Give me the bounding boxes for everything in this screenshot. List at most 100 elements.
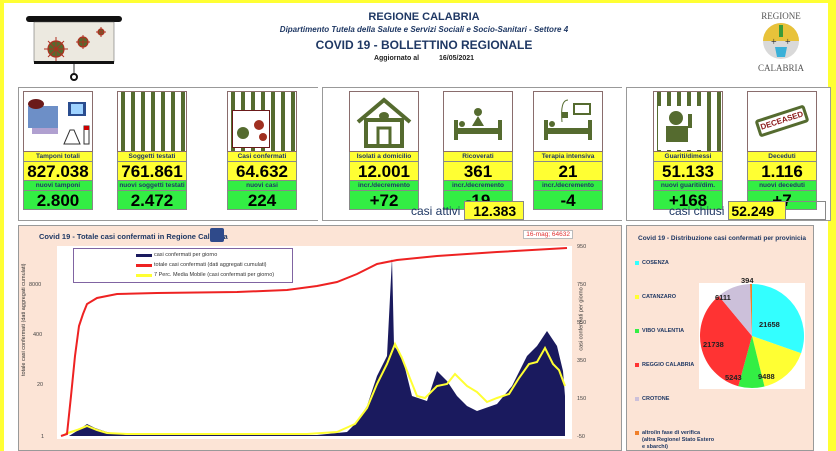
terapia-delta-label: incr./decremento [533,181,603,191]
infected-person-icon [227,91,297,152]
deceased-stamp-text: DECEASED [754,104,810,138]
card-isolati: Isolati a domicilio 12.001 incr./decreme… [349,91,419,210]
card-tamponi: Tamponi totali 827.038 nuovi tamponi 2.8… [23,91,93,210]
updated-line: Aggiornato al 16/05/2021 [204,55,644,62]
pie-label-catanzaro: 9488 [758,372,775,381]
ricoverati-label: Ricoverati [443,152,513,162]
legend-label: casi confermati per giorno [154,252,218,258]
guariti-label: Guariti/dimessi [653,152,723,162]
pie-label-cosenza: 21658 [759,320,780,329]
ricoverati-value: 361 [443,162,513,181]
pie-title: Covid 19 - Distribuzione casi confermati… [638,235,806,242]
closed-cases-panel: Guariti/dimessi 51.133 nuovi guariti/dim… [626,87,831,221]
casi-attivi-value: 12.383 [464,201,525,220]
legend-swatch [136,263,152,267]
casi-attivi-label: casi attivi [411,203,461,218]
pie-label-crotone: 6111 [715,293,731,302]
updated-label: Aggiornato al [373,55,420,62]
header-titles: REGIONE CALABRIA Dipartimento Tutela del… [204,11,644,62]
guariti-value: 51.133 [653,162,723,181]
region-title: REGIONE CALABRIA [368,11,480,23]
logo-bottom-text: CALABRIA [757,63,804,73]
card-guariti: Guariti/dimessi 51.133 nuovi guariti/dim… [653,91,723,210]
bulletin-title: COVID 19 - BOLLETTINO REGIONALE [315,38,533,52]
nuovi-tamponi-label: nuovi tamponi [23,181,93,191]
legend-label: CROTONE [642,396,670,402]
province-pie-chart: Covid 19 - Distribuzione casi confermati… [626,225,814,451]
legend-label: REGGIO CALABRIA [642,362,695,368]
svg-text:+: + [785,37,791,48]
y-axis-right-label: casi confermati per giorno [578,287,585,351]
legend-label: VIBO VALENTIA [642,328,685,334]
legend-swatch [136,273,152,277]
tamponi-value: 827.038 [23,162,93,181]
y-tick-right: -50 [577,434,585,440]
y-tick-right: 150 [577,396,587,402]
nuovi-casi-value: 224 [227,191,297,210]
pie-legend-catanzaro: CATANZARO [635,294,676,300]
pie-legend-altro: altro/in fase di verifica (altra Regione… [635,430,715,451]
legend-item-daily: casi confermati per giorno [136,252,217,258]
y-tick-right: 750 [577,282,587,288]
empty-cell [786,201,827,220]
chart-svg [57,247,568,437]
y-tick-right: 950 [577,244,587,250]
pie-legend-crotone: CROTONE [635,396,669,402]
soggetti-value: 761.861 [117,162,187,181]
isolati-delta-label: incr./decremento [349,181,419,191]
card-ricoverati: Ricoverati 361 incr./decremento -19 [443,91,513,210]
house-icon [349,91,419,152]
terapia-label: Terapia intensiva [533,152,603,162]
legend-label: COSENZA [642,260,669,266]
legend-label: altro/in fase di verifica (altra Regione… [642,430,715,450]
pie-plot [699,283,805,389]
lab-equipment-icon [23,91,93,152]
y-tick-left: 1 [41,434,45,440]
pie-label-altro: 394 [741,276,754,285]
terapia-value: 21 [533,162,603,181]
nuovi-soggetti-label: nuovi soggetti testati [117,181,187,191]
y-tick-right: 550 [577,320,587,326]
people-grid-icon [117,91,187,152]
cases-trend-chart: Covid 19 - Totale casi confermati in Reg… [18,225,622,451]
testing-panel: Tamponi totali 827.038 nuovi tamponi 2.8… [18,87,318,221]
card-deceduti: DECEASED Deceduti 1.116 nuovi deceduti +… [747,91,817,210]
casi-chiusi-label: casi chiusi [669,203,725,218]
y-tick-left: 20 [37,382,44,388]
y-tick-left: 8000 [29,282,42,288]
soggetti-label: Soggetti testati [117,152,187,162]
department-subtitle: Dipartimento Tutela della Salute e Servi… [279,25,569,34]
active-cases-panel: Isolati a domicilio 12.001 incr./decreme… [322,87,622,221]
pie-svg [699,283,805,389]
card-terapia: Terapia intensiva 21 incr./decremento -4 [533,91,603,210]
legend-item-cumulative: totale casi confermati (dati aggregati c… [136,262,267,268]
card-casi: Casi confermati 64.632 nuovi casi 224 [227,91,297,210]
pie-label-reggio: 21738 [703,340,724,349]
casi-value: 64.632 [227,162,297,181]
terapia-delta-value: -4 [533,191,603,210]
legend-label: CATANZARO [642,294,677,300]
calabria-emblem-icon: + + [763,23,799,59]
deceduti-value: 1.116 [747,162,817,181]
pie-label-vibo: 5243 [725,373,742,382]
virus-screen-logo [26,11,126,81]
plot-area [57,246,572,439]
casi-chiusi-row: casi chiusi 52.249 [669,201,827,220]
nuovi-deceduti-label: nuovi deceduti [747,181,817,191]
legend-label: 7 Perc. Media Mobile (casi confermati pe… [154,272,275,278]
casi-chiusi-value: 52.249 [728,201,787,220]
nuovi-guariti-label: nuovi guariti/dim. [653,181,723,191]
calabria-emblem-icon [210,228,224,242]
isolati-label: Isolati a domicilio [349,152,419,162]
icu-bed-icon [533,91,603,152]
recovered-person-icon [653,91,723,152]
deceased-stamp-icon: DECEASED [747,91,817,152]
legend-label: totale casi confermati (dati aggregati c… [154,262,267,268]
casi-label: Casi confermati [227,152,297,162]
updated-date: 16/05/2021 [439,55,475,62]
card-soggetti: Soggetti testati 761.861 nuovi soggetti … [117,91,187,210]
deceduti-label: Deceduti [747,152,817,162]
hospital-bed-icon [443,91,513,152]
nuovi-soggetti-value: 2.472 [117,191,187,210]
pie-legend-vibo: VIBO VALENTIA [635,328,684,334]
